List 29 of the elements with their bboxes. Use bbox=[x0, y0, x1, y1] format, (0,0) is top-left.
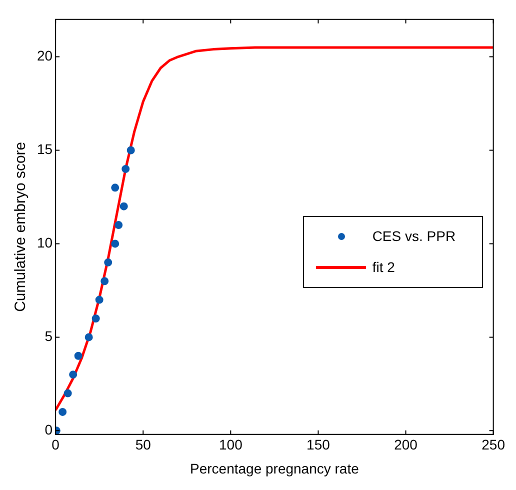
x-tick-label: 100 bbox=[218, 436, 243, 453]
point bbox=[111, 184, 120, 192]
point bbox=[95, 296, 104, 304]
y-axis-title: Cumulative embryo score bbox=[12, 142, 30, 312]
legend-label: fit 2 bbox=[372, 259, 395, 276]
point bbox=[84, 333, 93, 342]
point bbox=[104, 258, 112, 266]
x-tick-label: 150 bbox=[306, 436, 330, 453]
point bbox=[58, 408, 67, 416]
y-tick-label: 10 bbox=[36, 234, 53, 251]
point bbox=[92, 314, 100, 322]
point bbox=[111, 240, 120, 248]
legend-label: CES vs. PPR bbox=[372, 228, 456, 244]
point bbox=[114, 221, 123, 230]
point bbox=[126, 146, 135, 154]
y-tick-label: 20 bbox=[36, 48, 53, 64]
point bbox=[74, 352, 82, 360]
point bbox=[120, 202, 128, 210]
y-tick-label: 0 bbox=[44, 422, 53, 438]
x-tick-label: 250 bbox=[482, 436, 506, 453]
x-tick-label: 200 bbox=[394, 436, 418, 453]
y-tick-label: 15 bbox=[36, 141, 53, 158]
x-tick-label: 50 bbox=[135, 436, 152, 453]
point bbox=[64, 389, 72, 398]
x-axis-title: Percentage pregnancy rate bbox=[190, 460, 360, 476]
point bbox=[69, 370, 78, 379]
y-tick-label: 5 bbox=[44, 328, 53, 344]
point bbox=[100, 277, 109, 286]
point bbox=[122, 164, 130, 173]
